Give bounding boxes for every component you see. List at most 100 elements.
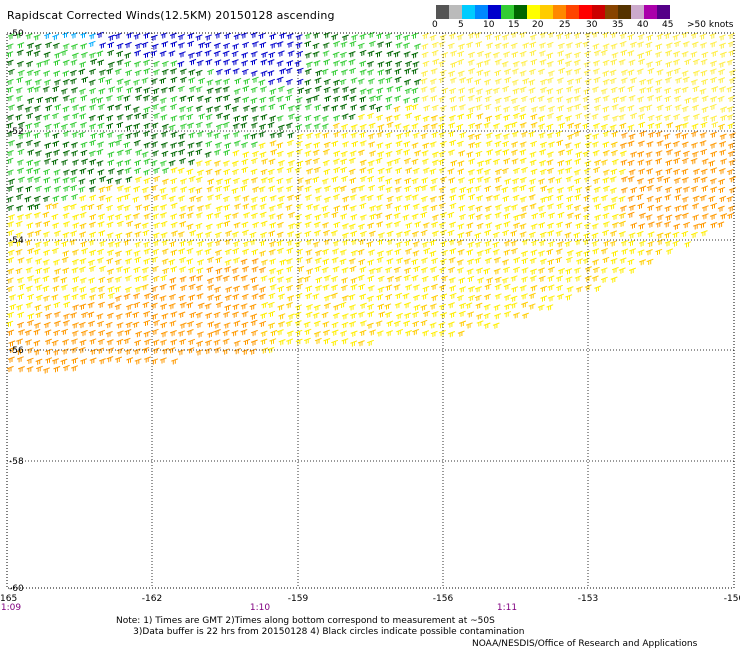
wind-barb: [63, 221, 70, 228]
wind-barb: [582, 257, 590, 264]
wind-barb: [358, 223, 365, 230]
wind-barb: [106, 204, 113, 211]
wind-barb: [503, 249, 511, 256]
wind-barb: [90, 348, 98, 355]
wind-barb: [80, 51, 88, 59]
wind-barb: [565, 268, 573, 275]
wind-barb: [573, 232, 581, 239]
wind-barb: [207, 178, 215, 185]
wind-barb: [699, 132, 707, 139]
wind-barb: [404, 87, 412, 94]
wind-barb: [666, 122, 674, 129]
wind-barb: [430, 95, 438, 102]
wind-barb: [528, 303, 536, 310]
wind-barb: [216, 222, 224, 229]
wind-barb: [576, 258, 583, 265]
wind-barb: [7, 104, 15, 111]
wind-barb: [88, 79, 96, 86]
wind-barb: [322, 132, 330, 139]
wind-barb: [530, 168, 538, 175]
wind-barb: [33, 50, 41, 57]
wind-barb: [134, 256, 142, 263]
wind-barb: [160, 32, 168, 39]
wind-barb: [467, 169, 475, 176]
wind-barb: [241, 321, 249, 328]
wind-barb: [269, 258, 277, 265]
wind-barb: [566, 203, 574, 210]
wind-barb: [727, 150, 735, 157]
wind-barb: [96, 148, 104, 156]
wind-barb: [376, 330, 384, 337]
lat-lon-grid: [6, 32, 735, 589]
wind-barb: [627, 211, 635, 218]
wind-barb: [376, 142, 384, 149]
wind-barb: [170, 339, 178, 346]
wind-barb: [24, 329, 32, 336]
wind-barb: [258, 266, 266, 274]
wind-barb: [467, 275, 475, 282]
wind-barb: [222, 121, 230, 128]
wind-barb: [557, 187, 564, 194]
wind-barb: [459, 320, 467, 327]
wind-barb: [304, 52, 312, 59]
wind-barb: [169, 320, 177, 327]
wind-barb: [169, 277, 177, 284]
wind-barb: [171, 358, 179, 365]
wind-barb: [143, 248, 151, 255]
wind-barb: [494, 69, 502, 76]
wind-barb: [385, 213, 393, 220]
wind-barb: [142, 347, 150, 354]
wind-barb: [243, 78, 251, 85]
wind-barb: [234, 348, 241, 355]
wind-barb: [618, 168, 626, 175]
footnote-line-2: 3)Data buffer is 22 hrs from 20150128 4)…: [116, 627, 525, 637]
wind-barb: [351, 140, 359, 148]
wind-barb: [556, 202, 564, 209]
wind-barb: [395, 33, 403, 40]
wind-barb: [574, 194, 582, 201]
wind-barb: [124, 186, 131, 193]
wind-barb: [475, 213, 483, 221]
wind-barb: [546, 123, 554, 130]
wind-barb: [717, 205, 725, 212]
wind-barb: [459, 131, 467, 139]
wind-barb: [27, 247, 35, 254]
wind-barb: [250, 97, 258, 104]
wind-barb: [314, 230, 321, 237]
wind-barb: [161, 68, 169, 76]
wind-barb: [51, 339, 59, 347]
wind-barb: [188, 186, 196, 194]
wind-barb: [538, 178, 545, 185]
wind-barb: [386, 121, 394, 128]
wind-barb: [25, 131, 33, 138]
wind-barb: [286, 166, 294, 173]
wind-barb: [456, 123, 464, 131]
wind-barb: [638, 113, 646, 120]
wind-barb: [339, 51, 347, 58]
wind-barb: [664, 142, 672, 149]
wind-barb: [268, 268, 276, 275]
wind-barb: [548, 212, 555, 219]
wind-barb: [349, 95, 357, 102]
wind-barb: [240, 258, 248, 265]
wind-barb: [206, 266, 214, 273]
wind-barb: [332, 240, 340, 247]
wind-barb: [610, 43, 618, 50]
wind-barb: [350, 77, 358, 84]
wind-barb: [250, 196, 258, 203]
wind-barb: [151, 122, 159, 129]
wind-barb: [520, 95, 528, 102]
wind-barb: [692, 85, 700, 92]
wind-barb: [187, 320, 194, 328]
wind-barb: [214, 32, 222, 39]
wind-barb: [304, 194, 312, 201]
wind-barb: [26, 222, 34, 229]
wind-barb: [673, 67, 681, 74]
wind-barb: [359, 96, 367, 103]
wind-barb: [115, 213, 122, 220]
wind-barb: [664, 194, 672, 201]
wind-barb: [548, 141, 555, 148]
wind-barb: [582, 41, 590, 48]
wind-barb: [224, 259, 232, 266]
wind-barb: [187, 239, 194, 246]
